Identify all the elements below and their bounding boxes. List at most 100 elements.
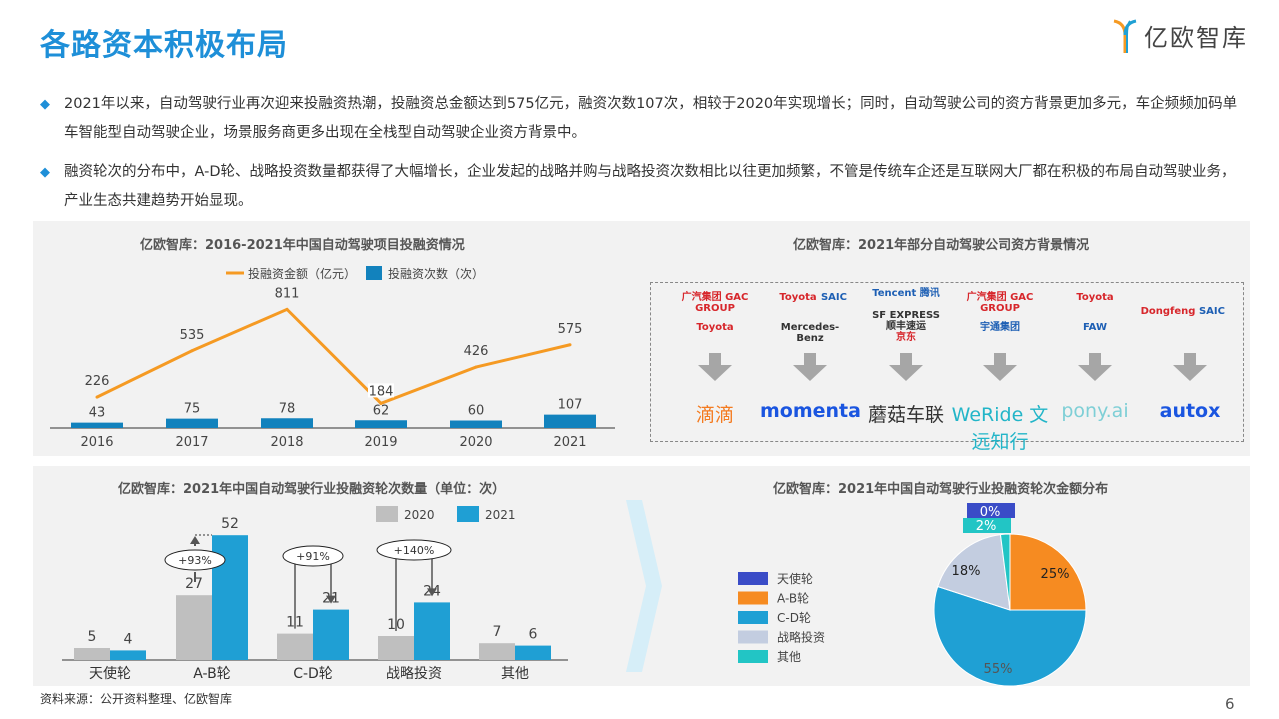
pie-slice (999, 533, 1011, 611)
chart1-title: 亿欧智库：2016-2021年中国自动驾驶项目投融资情况 (140, 238, 465, 253)
bar-data-label: 4 (124, 631, 133, 647)
top-panel (33, 221, 1250, 456)
legend-label: 投融资次数（次） (388, 266, 484, 281)
line-data-label: 575 (558, 322, 583, 337)
brand-logo-mark-icon (1112, 19, 1138, 53)
pie-data-label: 55% (984, 662, 1013, 677)
bar-count (166, 418, 218, 428)
bar-data-label: 62 (373, 403, 390, 418)
x-tick-label: 天使轮 (89, 665, 131, 682)
line-data-label: 426 (464, 344, 489, 359)
x-tick-label: C-D轮 (293, 666, 333, 682)
legend-swatch (738, 611, 768, 624)
annotation-label: +140% (394, 544, 435, 557)
legend-label: 其他 (777, 650, 801, 664)
pie-label-box (963, 518, 1011, 533)
annotation-oval (282, 545, 344, 567)
investor-logo: Toyota (1076, 292, 1114, 303)
investor-logo: SAIC (820, 292, 847, 303)
line-point (568, 343, 572, 347)
investor-logo: Tencent 腾讯 (872, 288, 940, 299)
investor-logo: 京东 (896, 332, 916, 343)
company-logo: pony.ai (1061, 400, 1129, 422)
legend-label: 2021 (485, 508, 516, 522)
annotation-oval (164, 549, 226, 571)
investor-logo: Toyota (696, 322, 734, 333)
bar-2020 (378, 636, 414, 660)
x-tick-label: A-B轮 (193, 666, 230, 682)
legend-label: 2020 (404, 508, 435, 522)
bar-2020 (74, 648, 110, 660)
chevron-divider-icon (626, 500, 662, 672)
bar-2020 (176, 595, 212, 660)
diamond-bullet-icon: ◆ (40, 165, 50, 180)
bar-2021 (515, 645, 551, 660)
line-data-label: 811 (275, 286, 300, 301)
bar-2020 (277, 633, 313, 660)
bar-count (71, 422, 123, 428)
arrow-down-icon (983, 353, 1017, 381)
brand-name: 亿欧智库 (1144, 24, 1248, 52)
annotation-label: +93% (178, 554, 212, 567)
x-tick-label: 2019 (364, 435, 397, 450)
page-title: 各路资本积极布局 (40, 28, 288, 63)
investor-logo: Dongfeng (1140, 306, 1196, 317)
investors-title: 亿欧智库：2021年部分自动驾驶公司资方背景情况 (793, 238, 1090, 253)
bar-count (261, 418, 313, 428)
legend-swatch (738, 650, 768, 663)
pie-slice (1009, 533, 1087, 611)
arrow-head-icon (326, 595, 336, 604)
pie-slice (933, 585, 1087, 687)
legend-swatch (738, 591, 768, 605)
chart3-title: 亿欧智库：2021年中国自动驾驶行业投融资轮次金额分布 (773, 482, 1109, 497)
x-tick-label: 2021 (553, 435, 586, 450)
bullet-2: ◆ 融资轮次的分布中，A-D轮、战略投资数量都获得了大幅增长，企业发起的战略并购与… (40, 158, 1240, 216)
legend-swatch (738, 572, 768, 585)
line-point (285, 307, 289, 311)
bar-count (450, 420, 502, 428)
legend-swatch-2020 (376, 506, 398, 522)
legend-label: 投融资金额（亿元） (248, 266, 356, 281)
diamond-bullet-icon: ◆ (40, 97, 50, 112)
bar-2021 (110, 650, 146, 660)
bullet-text: 融资轮次的分布中，A-D轮、战略投资数量都获得了大幅增长，企业发起的战略并购与战… (64, 164, 1236, 209)
bar-data-label: 52 (221, 516, 239, 532)
company-logo: WeRide 文远知行 (951, 404, 1049, 453)
line-data-label: 226 (85, 374, 110, 389)
investor-logo: Mercedes-Benz (780, 322, 840, 344)
pie-slice (937, 534, 1011, 611)
investor-logo: 宇通集团 (980, 322, 1020, 333)
bar-data-label: 75 (184, 402, 201, 417)
pie-data-label: 25% (1041, 567, 1070, 582)
annotation-label: +91% (296, 550, 330, 563)
company-logo: 蘑菇车联 (867, 404, 944, 426)
bar-data-label: 6 (529, 627, 538, 643)
x-tick-label: 其他 (501, 666, 529, 682)
legend-label: A-B轮 (777, 592, 809, 606)
bar-data-label: 27 (185, 576, 203, 592)
investor-logo: FAW (1082, 322, 1107, 333)
x-tick-label: 2017 (175, 435, 208, 450)
line-point (474, 365, 478, 369)
arrow-head-icon (190, 536, 200, 544)
legend-swatch-2021 (457, 506, 479, 522)
legend-label: C-D轮 (777, 611, 811, 625)
arrow-down-icon (1078, 353, 1112, 381)
company-logo: autox (1159, 400, 1221, 422)
x-tick-label: 2020 (459, 435, 492, 450)
pie-data-label: 18% (952, 564, 981, 579)
line-data-label: 184 (369, 384, 394, 399)
arrow-down-icon (1173, 353, 1207, 381)
line-amount (96, 307, 571, 406)
x-tick-label: 2016 (80, 435, 113, 450)
company-logo: momenta (760, 400, 861, 422)
legend-label: 战略投资 (777, 630, 825, 645)
line-point (190, 349, 194, 353)
bar-data-label: 107 (558, 398, 583, 413)
investor-logo: 广汽集团 GAC GROUP (681, 292, 749, 314)
brand-logo: 亿欧智库 (1112, 18, 1248, 53)
annotation-oval (376, 539, 452, 561)
investor-logo: SF EXPRESS 顺丰速运 (872, 310, 940, 332)
